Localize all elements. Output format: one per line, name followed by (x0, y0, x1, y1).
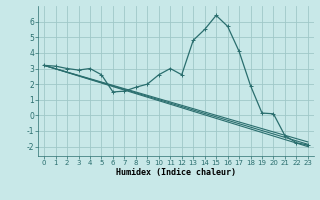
X-axis label: Humidex (Indice chaleur): Humidex (Indice chaleur) (116, 168, 236, 177)
